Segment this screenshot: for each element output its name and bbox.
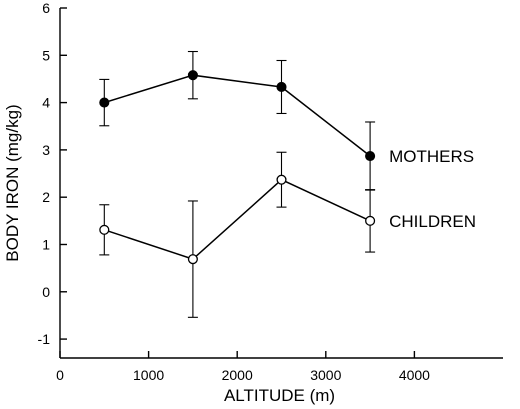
axes: -1 0 1 2 3 4 5 6 0 1000 2000 3000 4000 xyxy=(38,0,503,383)
x-tick-label: 2000 xyxy=(222,367,253,383)
series-label-mothers: MOTHERS xyxy=(389,147,474,166)
y-tick-label: 5 xyxy=(42,47,50,63)
y-tick-label: 6 xyxy=(42,0,50,16)
data-point xyxy=(276,81,287,93)
data-point xyxy=(365,215,376,226)
y-tick-label: -1 xyxy=(38,331,51,347)
series-label-children: CHILDREN xyxy=(389,212,476,231)
y-tick-label: 2 xyxy=(42,189,50,205)
data-point xyxy=(187,70,198,81)
x-tick-label: 0 xyxy=(56,367,64,383)
series-layer: MOTHERS CHILDREN xyxy=(99,50,476,318)
data-point xyxy=(99,224,110,235)
x-axis-title: ALTITUDE (m) xyxy=(224,386,335,405)
y-tick-label: 4 xyxy=(42,95,50,111)
x-tick-label: 3000 xyxy=(310,367,341,383)
y-tick-label: 1 xyxy=(42,236,50,252)
series-line xyxy=(104,178,371,260)
y-tick-label: 0 xyxy=(42,284,50,300)
series-mothers: MOTHERS xyxy=(99,50,474,191)
x-tick-label: 4000 xyxy=(399,367,430,383)
data-point xyxy=(99,97,110,108)
data-point xyxy=(276,174,287,185)
y-axis-title: BODY IRON (mg/kg) xyxy=(3,104,22,261)
data-point xyxy=(187,254,198,265)
data-point xyxy=(365,150,376,162)
x-tick-label: 1000 xyxy=(133,367,164,383)
y-tick-label: 3 xyxy=(42,142,50,158)
series-line xyxy=(104,74,371,157)
series-children: CHILDREN xyxy=(99,151,476,318)
